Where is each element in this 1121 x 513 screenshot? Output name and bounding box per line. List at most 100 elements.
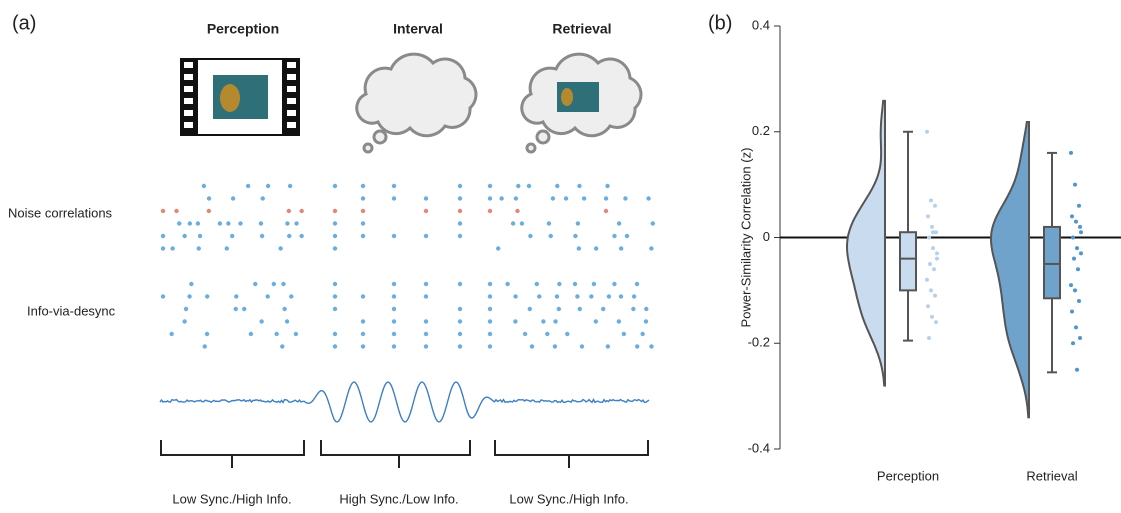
spike-dot: [487, 331, 493, 337]
spike-dot: [589, 294, 594, 299]
spike-dot: [332, 294, 338, 299]
spike-dot: [487, 208, 493, 214]
y-tick-label: -0.2: [748, 335, 770, 350]
spike-dot: [603, 196, 609, 201]
spike-dot: [160, 246, 166, 251]
point: [930, 314, 934, 319]
spike-dot: [634, 281, 640, 287]
thought-cloud: [520, 52, 643, 154]
oscillation-trace: [159, 381, 650, 423]
spike-dot: [563, 196, 569, 201]
spike-dot: [299, 233, 304, 239]
spike-dot: [527, 306, 533, 312]
spike-dot: [577, 183, 582, 189]
spike-dot: [242, 306, 247, 312]
spike-dot: [287, 233, 292, 239]
spike-dot: [230, 233, 235, 239]
spike-dot: [205, 294, 210, 299]
spike-dot: [332, 331, 338, 337]
spike-dot: [575, 294, 580, 299]
spike-dot: [487, 196, 493, 201]
spike-dot: [170, 246, 175, 251]
point: [1070, 309, 1074, 314]
spike-dot: [623, 196, 628, 201]
spike-dot: [287, 183, 293, 189]
bracket-label: Low Sync./High Info.: [172, 491, 291, 506]
spike-dot: [537, 294, 542, 299]
panel-label: (a): [12, 12, 36, 34]
spike-dot: [640, 331, 645, 337]
spike-dot: [259, 319, 264, 324]
point: [929, 288, 933, 293]
spike-dot: [556, 306, 562, 312]
spike-dot: [457, 221, 463, 226]
spike-dot: [360, 221, 366, 226]
spike-dot: [616, 319, 622, 324]
spike-dot: [233, 306, 238, 312]
spike-dot: [423, 331, 429, 337]
point: [926, 304, 930, 309]
spike-dot: [202, 344, 207, 349]
spike-dot: [513, 319, 518, 324]
spike-dot: [603, 208, 609, 214]
spike-dot: [573, 233, 578, 239]
spike-dot: [457, 196, 463, 201]
point: [1075, 367, 1079, 372]
point: [927, 335, 931, 340]
spike-dot: [546, 221, 552, 226]
spike-dot: [391, 319, 397, 324]
spike-dot: [612, 233, 617, 239]
spike-dot: [423, 281, 429, 287]
y-tick-label: -0.4: [748, 440, 770, 455]
point: [933, 203, 937, 208]
point: [1070, 214, 1074, 219]
spike-dot: [577, 306, 582, 312]
spike-dot: [160, 208, 166, 214]
point: [1077, 298, 1081, 303]
spike-dot: [616, 221, 622, 226]
spike-dot: [360, 196, 366, 201]
spike-dot: [457, 208, 463, 214]
spike-dot: [649, 246, 654, 251]
spike-dot: [612, 281, 617, 287]
spike-dot: [553, 319, 558, 324]
spike-dot: [360, 344, 366, 349]
spike-dot: [187, 294, 192, 299]
spike-dot: [332, 306, 338, 312]
point: [1078, 224, 1082, 229]
spike-dot: [293, 331, 299, 337]
spike-dot: [195, 221, 201, 226]
spike-dot: [534, 281, 539, 287]
thought-cloud: [355, 52, 478, 154]
phase-title: Retrieval: [552, 21, 611, 37]
spike-dot: [631, 294, 637, 299]
spike-dot: [487, 281, 493, 287]
spike-dot: [457, 331, 463, 337]
spike-dot: [528, 233, 533, 239]
spike-dot: [487, 319, 493, 324]
spike-dot: [299, 208, 304, 214]
spike-dot: [391, 306, 397, 312]
point: [1079, 251, 1083, 256]
spike-dot: [265, 183, 271, 189]
box: [1043, 225, 1061, 300]
spike-dot: [644, 306, 649, 312]
spike-dot: [177, 221, 182, 226]
spike-dot: [391, 281, 397, 287]
spike-dot: [487, 183, 493, 189]
spike-dot: [593, 246, 599, 251]
spike-dot: [423, 319, 429, 324]
spike-dot: [650, 221, 656, 226]
spike-dot: [541, 319, 546, 324]
spike-dot: [360, 183, 366, 189]
spike-dot: [529, 344, 535, 349]
spike-dot: [621, 331, 627, 337]
spike-dot: [391, 294, 397, 299]
spike-dot: [360, 319, 366, 324]
spike-dot: [457, 344, 463, 349]
spike-dot: [183, 306, 189, 312]
spike-dot: [332, 183, 338, 189]
spike-dot: [457, 281, 463, 287]
spike-dot: [548, 233, 553, 239]
spike-dot: [260, 196, 265, 201]
